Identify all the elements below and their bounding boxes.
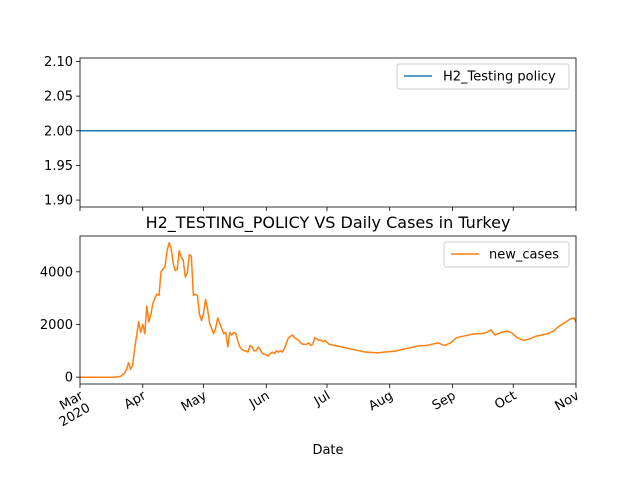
bottom-y-tick-label: 0 xyxy=(65,371,73,386)
top-y-axis-ticks: 1.90 1.95 2.00 2.05 2.10 xyxy=(44,55,80,209)
top-legend-label: H2_Testing policy xyxy=(443,70,556,85)
top-y-tick-label: 2.05 xyxy=(44,90,73,105)
x-axis-label: Date xyxy=(312,443,343,458)
chart-title: H2_TESTING_POLICY VS Daily Cases in Turk… xyxy=(146,213,511,233)
top-y-tick-label: 1.95 xyxy=(44,159,73,174)
bottom-plot-frame xyxy=(79,235,577,385)
top-legend: H2_Testing policy xyxy=(396,63,570,90)
new-cases-line xyxy=(80,242,577,378)
top-subplot: 1.90 1.95 2.00 2.05 2.10 H2_Testing policy xyxy=(44,55,577,211)
bottom-y-axis-ticks: 0 2000 4000 xyxy=(40,265,80,386)
bottom-legend: new_cases xyxy=(443,241,570,268)
top-legend-box xyxy=(396,63,570,90)
bottom-plot-lines xyxy=(80,242,577,378)
top-x-axis-ticks xyxy=(79,207,577,211)
x-tick-label: Jul xyxy=(311,388,333,409)
bottom-y-tick-label: 4000 xyxy=(40,265,73,280)
top-y-tick-label: 2.10 xyxy=(44,55,73,70)
top-plot-frame xyxy=(79,57,577,208)
top-y-tick-label: 2.00 xyxy=(44,124,73,139)
bottom-legend-label: new_cases xyxy=(489,248,559,263)
top-y-tick-label: 1.90 xyxy=(44,194,73,209)
bottom-legend-box xyxy=(443,241,570,268)
bottom-y-tick-label: 2000 xyxy=(40,318,73,333)
